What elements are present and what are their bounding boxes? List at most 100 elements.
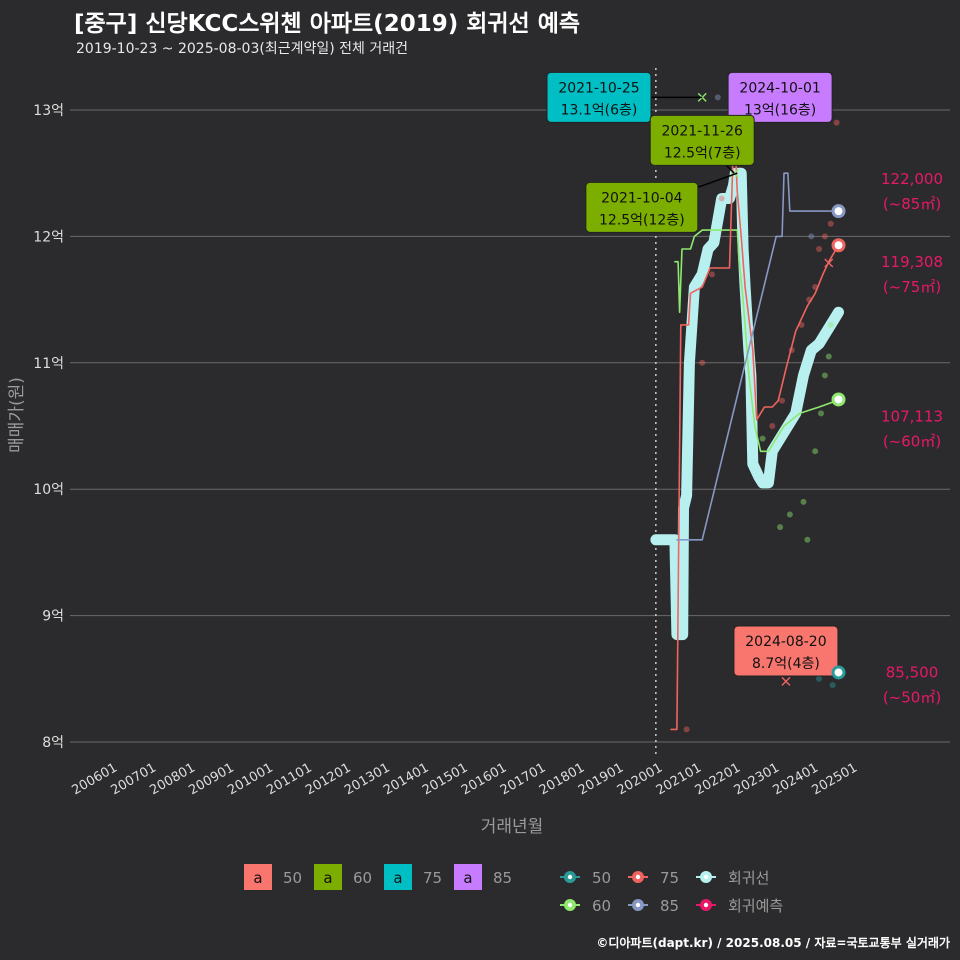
end-point-s60 (831, 392, 846, 407)
end-unit-label: (~85㎡) (883, 195, 941, 213)
scatter-point-s60 (759, 435, 766, 442)
annotation-value: 8.7억(4층) (752, 656, 820, 672)
legend-box-swatch (244, 864, 272, 890)
scatter-point-s75 (699, 359, 706, 366)
chart-title: [중구] 신당KCC스위첸 아파트(2019) 회귀선 예측 (74, 11, 581, 37)
scatter-point-s50 (829, 682, 836, 689)
scatter-point-s75 (769, 423, 776, 429)
scatter-point-s60 (786, 511, 793, 518)
legend-box-swatch (384, 864, 412, 890)
scatter-point-s75 (718, 195, 725, 202)
forecast-marker (781, 676, 791, 686)
annotation-box (546, 71, 652, 123)
annotation-date: 2024-10-01 (739, 80, 820, 96)
legend-line-label: 85 (660, 897, 679, 915)
scatter-point-s60 (812, 448, 819, 455)
legend-box-glyph: a (393, 869, 402, 887)
scatter-point-s75 (812, 283, 819, 290)
legend-line-dot-center (567, 902, 573, 908)
axis-layer: 8억9억10억11억12억13억200601200701200801200901… (7, 103, 860, 837)
annotation-value: 13억(16층) (744, 102, 816, 118)
legend-box-swatch (314, 864, 342, 890)
annotation-date: 2021-11-26 (662, 123, 743, 139)
annotation-callout: 2021-11-26 12.5억(7층) (649, 114, 755, 174)
scatter-point-s75 (833, 119, 840, 126)
legend-box-label: 85 (493, 869, 512, 887)
scatter-point-s75 (708, 271, 715, 278)
end-unit-label: (~50㎡) (883, 688, 941, 706)
legend-line-dot-center (703, 902, 709, 908)
forecast-marker-stroke (824, 258, 834, 268)
annotation-callout: 2021-10-04 12.5억(12층) (585, 172, 738, 233)
end-label-layer: 122,000 (~85㎡) 119,308 (~75㎡) 107,113 (~60㎡) 8… (831, 170, 943, 706)
legend-line-label: 회귀예측 (728, 897, 783, 915)
annotation-date: 2021-10-25 (558, 80, 639, 96)
annotation-value: 12.5억(7층) (664, 145, 741, 161)
scatter-point-s75 (779, 397, 786, 404)
legend-line-label: 회귀선 (728, 869, 769, 887)
scatter-point-s60 (827, 321, 834, 328)
legend-line-dot-center (635, 902, 641, 908)
series-line-s75 (670, 121, 840, 731)
end-point-s85 (831, 204, 846, 219)
legend-line-label: 50 (592, 869, 611, 887)
scatter-point-s75 (788, 347, 795, 354)
x-tick-label: 202501 (810, 760, 860, 798)
end-point-s75 (831, 238, 846, 253)
annotation-callout: 2024-08-20 8.7억(4층) (733, 625, 839, 677)
scatter-point-s85 (808, 233, 815, 240)
x-axis-title: 거래년월 (481, 817, 544, 837)
series-layer (650, 121, 844, 731)
legend-line-label: 60 (592, 897, 611, 915)
annotation-value: 13.1억(6층) (561, 102, 638, 118)
legend-line-dot-center (703, 874, 709, 880)
end-point-s50 (831, 665, 846, 680)
series-line-regression (650, 167, 844, 641)
scatter-point-s50 (816, 675, 823, 682)
y-tick-label: 8억 (42, 735, 64, 751)
y-tick-label: 11억 (33, 356, 64, 372)
scatter-point-s60 (777, 524, 784, 531)
source-caption: ©디아파트(dapt.kr) / 2025.08.05 / 자료=국토교통부 실… (596, 936, 950, 950)
annotation-box (727, 71, 833, 123)
annotation-layer: 2021-10-2513.1억(6층)2024-10-0113억(16층)202… (546, 71, 839, 677)
end-unit-label: (~75㎡) (883, 278, 941, 296)
end-value-label: 122,000 (881, 170, 943, 188)
annotation-callout: 2024-10-01 13억(16층) (727, 71, 833, 123)
annotation-date: 2024-08-20 (745, 634, 826, 650)
annotation-box (585, 181, 699, 233)
legend-box-label: 75 (423, 869, 442, 887)
legend-box-glyph: a (253, 869, 262, 887)
y-axis-title: 매매가(원) (7, 377, 27, 453)
scatter-point-s75 (827, 220, 834, 227)
annotation-date: 2021-10-04 (601, 190, 682, 206)
scatter-point-s75 (816, 246, 823, 253)
legend-box-swatch (454, 864, 482, 890)
forecast-marker (824, 258, 834, 268)
y-tick-label: 10억 (33, 482, 64, 498)
scatter-point-s60 (804, 536, 811, 543)
scatter-point-s60 (821, 372, 828, 379)
legend-box-glyph: a (323, 869, 332, 887)
scatter-point-s60 (825, 353, 832, 360)
scatter-point-s85 (714, 94, 721, 101)
legend-box-label: 60 (353, 869, 372, 887)
scatter-point-s75 (821, 233, 828, 240)
y-tick-label: 13억 (33, 103, 64, 119)
end-value-label: 119,308 (881, 253, 943, 271)
scatter-point-s75 (798, 321, 805, 328)
scatter-point-s60 (818, 410, 824, 417)
legend: a 50 a 60 a 75 a 85 50 75 회귀선 60 85 회귀예측 (244, 864, 783, 915)
y-tick-label: 9억 (42, 609, 64, 625)
series-line-s60 (674, 229, 838, 453)
end-value-label: 107,113 (881, 407, 943, 425)
scatter-point-s75 (683, 726, 690, 733)
forecast-marker-stroke (781, 676, 791, 686)
end-unit-label: (~60㎡) (883, 432, 941, 450)
annotation-value: 12.5억(12층) (599, 212, 685, 228)
legend-line-label: 75 (660, 869, 679, 887)
series-line-s85 (676, 172, 840, 541)
scatter-point-s60 (800, 498, 807, 505)
annotation-box (649, 114, 755, 166)
legend-line-dot-center (635, 874, 641, 880)
